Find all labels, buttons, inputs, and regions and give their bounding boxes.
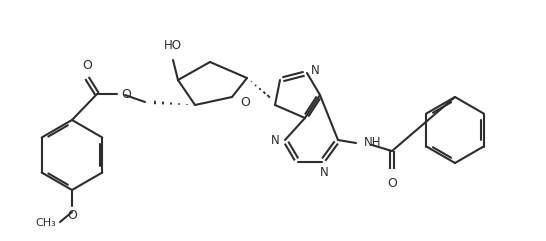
Text: O: O	[121, 87, 131, 100]
Text: O: O	[67, 209, 77, 222]
Text: CH₃: CH₃	[35, 218, 56, 228]
Text: N: N	[311, 65, 320, 78]
Text: O: O	[387, 177, 397, 190]
Text: HO: HO	[164, 39, 182, 52]
Text: O: O	[82, 59, 92, 72]
Text: N: N	[271, 134, 280, 147]
Text: N: N	[319, 166, 328, 179]
Text: NH: NH	[364, 136, 382, 149]
Text: O: O	[240, 95, 250, 108]
